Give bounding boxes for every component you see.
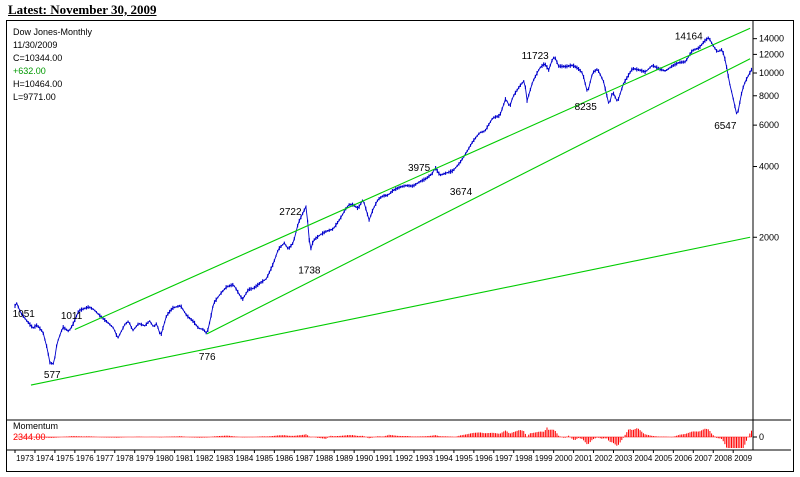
x-tick-label: 1996 (475, 454, 493, 463)
x-tick-label: 1999 (535, 454, 553, 463)
info-change: +632.00 (13, 66, 46, 76)
series-title: Dow Jones-Monthly (13, 27, 93, 37)
x-tick-label: 1988 (315, 454, 333, 463)
x-axis-labels: 1973 1974 1975 1976 1977 1978 1979 1980 1981 1982… (14, 450, 753, 463)
y-tick-label: 8000 (759, 91, 779, 101)
x-tick-label: 1987 (295, 454, 313, 463)
annotation-label: 577 (44, 370, 61, 381)
annotation-label: 1051 (13, 309, 36, 320)
x-tick-label: 1993 (415, 454, 433, 463)
y-axis-labels: 14000 12000 10000 8000 6000 4000 2000 0 (753, 34, 784, 442)
x-tick-label: 2000 (555, 454, 573, 463)
info-close: C=10344.00 (13, 53, 63, 63)
x-tick-label: 1986 (275, 454, 293, 463)
x-tick-label: 1994 (435, 454, 453, 463)
y-tick-label: 14000 (759, 34, 784, 44)
x-tick-label: 1984 (236, 454, 254, 463)
annotation-label: 3975 (408, 163, 431, 174)
x-tick-label: 1982 (196, 454, 214, 463)
y-tick-label: 2000 (759, 232, 779, 242)
annotation-label: 776 (199, 352, 216, 363)
trendline (74, 27, 751, 331)
x-tick-label: 1979 (136, 454, 154, 463)
annotation-label: 11723 (522, 51, 550, 62)
x-tick-label: 2007 (694, 454, 712, 463)
momentum-title: Momentum (13, 421, 59, 431)
x-tick-label: 1980 (156, 454, 174, 463)
x-tick-label: 2003 (615, 454, 633, 463)
x-tick-label: 1989 (335, 454, 353, 463)
x-tick-label: 1978 (116, 454, 134, 463)
x-tick-label: 1998 (515, 454, 533, 463)
annotation-label: 14164 (675, 31, 703, 42)
momentum-panel-labels: Momentum 2344.00 (13, 421, 58, 443)
trendline (206, 58, 751, 335)
x-tick-label: 1991 (375, 454, 393, 463)
info-panel: Dow Jones-Monthly 11/30/2009 C=10344.00 … (13, 26, 92, 104)
x-tick-label: 2008 (714, 454, 732, 463)
x-tick-label: 1983 (216, 454, 234, 463)
latest-date-heading: Latest: November 30, 2009 (8, 2, 157, 17)
annotation-label: 6547 (714, 121, 737, 132)
x-tick-label: 1973 (16, 454, 34, 463)
x-tick-label: 1985 (255, 454, 273, 463)
x-tick-label: 2001 (575, 454, 593, 463)
x-tick-label: 1992 (395, 454, 413, 463)
chart-window: 14000 12000 10000 8000 6000 4000 2000 0 1973 1974… (6, 20, 794, 472)
trendlines (30, 27, 751, 386)
x-tick-label: 2004 (635, 454, 653, 463)
x-tick-label: 1997 (495, 454, 513, 463)
info-date: 11/30/2009 (13, 40, 58, 50)
x-tick-label: 2002 (595, 454, 613, 463)
momentum-series (15, 427, 752, 448)
annotation-label: 2722 (279, 207, 302, 218)
momentum-value: 2344.00 (13, 432, 46, 442)
annotations: 1051 1011 577 776 2722 1738 3975 3674 11723 8235 1… (13, 31, 737, 381)
y-tick-label: 4000 (759, 162, 779, 172)
x-tick-label: 2009 (734, 454, 752, 463)
x-tick-label: 1974 (36, 454, 54, 463)
x-tick-label: 2006 (674, 454, 692, 463)
info-high: H=10464.00 (13, 79, 63, 89)
x-tick-label: 1976 (76, 454, 94, 463)
annotation-label: 3674 (450, 187, 473, 198)
annotation-label: 1738 (298, 266, 321, 277)
annotation-label: 1011 (61, 311, 83, 322)
price-chart: 14000 12000 10000 8000 6000 4000 2000 0 1973 1974… (7, 21, 791, 463)
x-tick-label: 1975 (56, 454, 74, 463)
info-low: L=9771.00 (13, 92, 56, 102)
y-tick-label: 10000 (759, 68, 784, 78)
momentum-zero-label: 0 (759, 432, 764, 442)
x-tick-label: 2005 (654, 454, 672, 463)
x-tick-label: 1995 (455, 454, 473, 463)
y-tick-label: 6000 (759, 120, 779, 130)
price-series (14, 36, 753, 365)
y-tick-label: 12000 (759, 49, 784, 59)
annotation-label: 8235 (575, 102, 598, 113)
x-tick-label: 1990 (355, 454, 373, 463)
axes (7, 21, 791, 451)
trendline (30, 236, 751, 386)
x-tick-label: 1977 (96, 454, 114, 463)
x-tick-label: 1981 (176, 454, 194, 463)
